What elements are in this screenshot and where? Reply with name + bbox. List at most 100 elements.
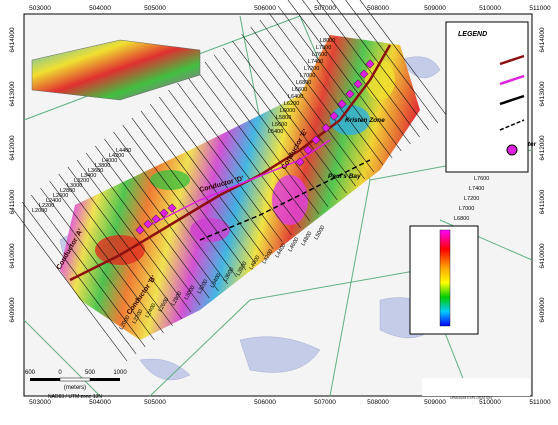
line-label: L2000	[32, 208, 47, 214]
survey-line	[195, 68, 311, 222]
y-coordinate-label: 6412000	[539, 135, 546, 161]
y-coordinate-label: 6409000	[539, 297, 546, 323]
chimney-center	[159, 208, 169, 218]
line-label: L2200	[39, 203, 54, 209]
line-label: L7400	[469, 186, 484, 192]
line-label: L3600	[88, 168, 103, 174]
x-coordinate-label: 504000	[89, 5, 111, 12]
chimney-center	[359, 69, 369, 79]
survey-line	[223, 47, 338, 201]
survey-line	[122, 124, 237, 278]
chimney-center	[365, 59, 375, 69]
survey-line	[95, 145, 210, 299]
chimney-center	[311, 135, 321, 145]
x-coordinate-label: 508000	[367, 5, 389, 12]
x-coordinate-label: 511000	[529, 5, 551, 12]
survey-line	[241, 33, 356, 187]
x-coordinate-label: 509000	[424, 5, 446, 12]
line-label: L6200	[284, 101, 299, 107]
chimney-center	[167, 203, 177, 213]
survey-line	[232, 40, 347, 194]
resistivity-grid	[60, 35, 420, 340]
chimney-center	[143, 219, 153, 229]
y-coordinate-label: 6414000	[539, 27, 546, 53]
x-coordinate-label: 505000	[144, 5, 166, 12]
survey-line	[21, 201, 137, 355]
legend-symbols	[499, 54, 525, 156]
line-label: L4400	[116, 148, 131, 154]
x-coordinate-label: 503000	[29, 5, 51, 12]
survey-line	[316, 0, 420, 138]
line-label: L5800	[276, 115, 291, 121]
legend-title: LEGEND	[458, 31, 487, 38]
survey-line	[250, 26, 365, 180]
x-coordinate-label: 508000	[367, 399, 389, 406]
line-label: L8000	[320, 38, 335, 44]
y-coordinate-label: 6410000	[539, 243, 546, 269]
chimney-center	[303, 145, 313, 155]
survey-line	[12, 208, 128, 362]
line-label: L7600	[312, 52, 327, 58]
colorbar	[439, 229, 451, 327]
logo-tagline: URANIUM EXPLORATION	[450, 396, 492, 400]
x-coordinate-label: 507000	[314, 399, 336, 406]
inset-3d-view	[31, 39, 201, 101]
survey-line	[168, 89, 283, 243]
scale-unit: (meters)	[64, 385, 86, 391]
survey-line	[76, 159, 192, 313]
chimney-center	[295, 157, 305, 167]
x-coordinate-label: 503000	[29, 399, 51, 406]
line-label: L2600	[53, 193, 68, 199]
chimney-center	[135, 225, 145, 235]
zone-label: Kristen Zone	[345, 117, 385, 124]
line-label: L7000	[459, 206, 474, 212]
y-coordinate-label: 6413000	[539, 81, 546, 107]
line-label: L4000	[102, 158, 117, 164]
chimney-center	[321, 123, 331, 133]
line-label: L3800	[95, 163, 110, 169]
x-coordinate-label: 506000	[254, 399, 276, 406]
line-label: L6000	[280, 108, 295, 114]
survey-line	[330, 0, 429, 131]
chimney-center	[353, 79, 363, 89]
survey-line	[213, 54, 329, 208]
line-label: L2400	[46, 198, 61, 204]
survey-line	[186, 75, 301, 229]
line-label: L3200	[74, 178, 89, 184]
line-label: L7800	[316, 45, 331, 51]
survey-line	[131, 117, 247, 271]
y-coordinate-label: 6409000	[9, 297, 16, 323]
line-label: L7200	[464, 196, 479, 202]
x-coordinate-label: 511000	[529, 399, 551, 406]
y-coordinate-label: 6414000	[9, 27, 16, 53]
survey-line	[204, 61, 320, 215]
chimney-center	[151, 214, 161, 224]
survey-line	[58, 173, 173, 327]
survey-line	[259, 19, 375, 173]
line-label: L7600	[474, 176, 489, 182]
line-label: L3400	[81, 173, 96, 179]
survey-line	[104, 138, 219, 292]
survey-lines	[12, 0, 448, 362]
survey-line	[159, 96, 274, 250]
x-coordinate-label: 505000	[144, 399, 166, 406]
survey-line	[49, 180, 164, 334]
line-label: L5400	[268, 129, 283, 135]
survey-line	[345, 0, 439, 124]
y-coordinate-label: 6413000	[9, 81, 16, 107]
logo-box	[422, 378, 530, 396]
structure-line	[199, 159, 371, 241]
line-label: L6600	[292, 87, 307, 93]
line-label: L6800	[454, 216, 469, 222]
scale-label: 0	[58, 370, 62, 376]
y-coordinate-label: 6411000	[9, 189, 16, 214]
line-label: L5600	[272, 122, 287, 128]
line-label: L7200	[304, 66, 319, 72]
line-label: L2800	[60, 188, 75, 194]
y-coordinate-label: 6412000	[9, 135, 16, 161]
line-label: L6800	[296, 80, 311, 86]
line-label: L3000	[67, 183, 82, 189]
scale-label: 500	[85, 370, 96, 376]
survey-line	[67, 166, 183, 320]
